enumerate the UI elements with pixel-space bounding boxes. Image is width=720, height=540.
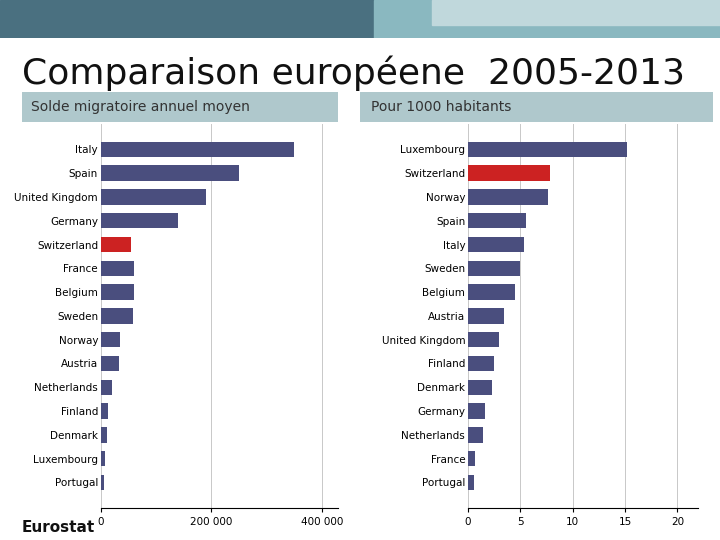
Bar: [101, 308, 133, 323]
Bar: [374, 0, 720, 38]
Bar: [468, 285, 515, 300]
Bar: [101, 141, 294, 157]
Bar: [101, 356, 119, 371]
Text: Pour 1000 habitants: Pour 1000 habitants: [371, 100, 511, 113]
Bar: [468, 261, 521, 276]
Bar: [468, 213, 526, 228]
Bar: [468, 451, 475, 467]
Bar: [468, 380, 492, 395]
Bar: [468, 356, 494, 371]
Bar: [101, 380, 112, 395]
Bar: [468, 475, 474, 490]
Bar: [468, 427, 482, 443]
Bar: [468, 308, 503, 323]
Bar: [101, 403, 108, 419]
Bar: [101, 261, 134, 276]
Bar: [101, 165, 239, 181]
Text: Eurostat: Eurostat: [22, 519, 95, 535]
Bar: [468, 165, 549, 181]
Bar: [101, 451, 104, 467]
Bar: [468, 332, 500, 347]
Bar: [468, 237, 523, 252]
Bar: [468, 141, 627, 157]
Bar: [101, 332, 120, 347]
Bar: [101, 285, 134, 300]
Bar: [101, 475, 104, 490]
Bar: [101, 237, 131, 252]
Bar: [432, 0, 720, 24]
Text: Solde migratoire annuel moyen: Solde migratoire annuel moyen: [31, 100, 250, 113]
Text: Comparaison européene  2005-2013: Comparaison européene 2005-2013: [22, 55, 685, 91]
Bar: [468, 189, 548, 205]
Bar: [468, 403, 485, 419]
Bar: [101, 427, 107, 443]
Bar: [101, 189, 206, 205]
Bar: [101, 213, 178, 228]
